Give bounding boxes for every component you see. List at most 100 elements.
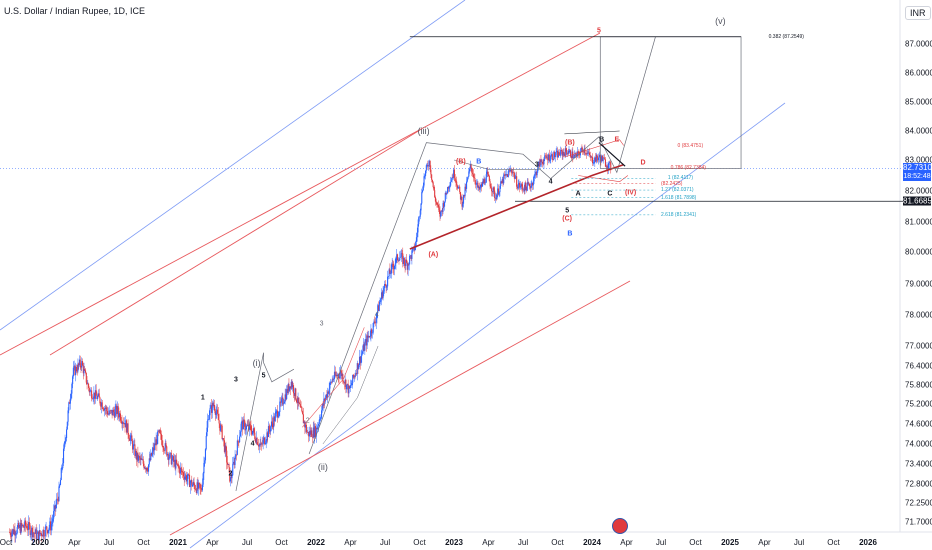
candle-body <box>320 417 322 420</box>
candle-body <box>551 154 553 160</box>
candle-body <box>169 452 172 454</box>
candle-body <box>519 186 521 188</box>
candle-body <box>484 179 486 184</box>
candle-body <box>103 409 105 411</box>
candle-body <box>554 155 556 158</box>
candle-body <box>317 425 319 430</box>
candle-body <box>332 379 334 380</box>
candle-body <box>42 529 44 537</box>
candle-body <box>418 216 421 218</box>
candle-body <box>355 373 358 375</box>
x-tick-label: Oct <box>551 538 564 547</box>
fib-label: 2.618 (81.2341) <box>661 211 697 218</box>
candle-body <box>247 424 249 426</box>
candle-body <box>179 467 181 474</box>
candle-body <box>22 525 24 528</box>
wave-label: E <box>614 136 620 144</box>
candle-body <box>406 259 408 263</box>
x-tick-label: 2022 <box>307 538 325 547</box>
candle-body <box>92 398 94 400</box>
candle-body <box>39 530 41 534</box>
candle-body <box>511 171 513 173</box>
candle-body <box>371 329 373 334</box>
candle-body <box>503 174 505 184</box>
candle-body <box>465 186 467 189</box>
candle-body <box>446 193 448 195</box>
x-tick-label: Jul <box>241 538 253 547</box>
candle-body <box>535 171 537 174</box>
candle-body <box>25 520 27 526</box>
candle-body <box>162 446 164 448</box>
y-tick-label: 87.0000 <box>905 39 932 49</box>
wave-label: (B) <box>565 139 575 147</box>
candle-body <box>319 419 321 420</box>
candle-body <box>330 382 333 383</box>
candle-body <box>84 369 86 371</box>
candle-body <box>157 431 159 433</box>
candle-body <box>492 187 494 193</box>
candle-body <box>129 437 131 441</box>
fib-label: 1.27 (82.0371) <box>661 187 694 194</box>
candle-body <box>158 430 160 432</box>
candle-body <box>569 150 572 157</box>
candle-body <box>198 483 200 489</box>
candle-body <box>394 263 396 266</box>
candle-body <box>404 263 406 266</box>
candle-body <box>440 210 443 212</box>
candle-body <box>467 176 469 179</box>
candle-body <box>573 154 575 158</box>
candle-body <box>600 156 602 162</box>
candle-body <box>362 351 364 354</box>
candle-body <box>144 467 147 470</box>
candle-body <box>459 186 461 193</box>
fib-label: 1 (82.4117) <box>667 175 694 182</box>
candle-body <box>542 163 544 165</box>
candle-body <box>557 151 559 158</box>
candle-body <box>460 196 462 200</box>
candle-body <box>474 177 476 182</box>
candle-body <box>444 192 446 202</box>
level-price-label: 81.6685 <box>903 196 932 206</box>
candle-body <box>289 386 292 389</box>
candle-body <box>189 482 191 488</box>
candle-body <box>72 376 74 385</box>
candle-body <box>328 388 330 394</box>
fib-label: 0.786 (82.7384) <box>670 165 706 172</box>
candle-body <box>523 189 525 192</box>
tradingview-logo-icon[interactable] <box>612 518 628 534</box>
candle-body <box>588 152 590 154</box>
candle-body <box>171 459 173 465</box>
candle-body <box>73 366 75 368</box>
candle-body <box>205 435 207 450</box>
candle-body <box>127 423 129 435</box>
candle-body <box>12 529 14 534</box>
candle-body <box>391 263 393 265</box>
candle-body <box>115 405 117 410</box>
candle-body <box>340 370 342 374</box>
candle-body <box>389 269 391 274</box>
candle-body <box>250 426 252 432</box>
candle-body <box>383 288 385 292</box>
candle-body <box>78 363 80 365</box>
candle-body <box>408 263 410 265</box>
currency-button[interactable]: INR <box>905 6 931 20</box>
candle-body <box>30 533 32 535</box>
x-tick-label: Apr <box>206 538 219 547</box>
candle-body <box>297 397 299 404</box>
candle-body <box>439 209 441 217</box>
candle-body <box>97 396 99 399</box>
candle-body <box>333 378 335 380</box>
candle-body <box>135 450 137 460</box>
candle-body <box>277 410 279 418</box>
candle-body <box>410 255 412 259</box>
candle-body <box>220 425 222 426</box>
candle-body <box>568 150 570 154</box>
candle-body <box>497 188 499 195</box>
candle-body <box>352 374 354 384</box>
candle-body <box>587 152 589 154</box>
candle-body <box>109 410 111 415</box>
candle-body <box>491 188 493 192</box>
wave-label: 4 <box>250 440 255 448</box>
candle-body <box>502 179 504 184</box>
